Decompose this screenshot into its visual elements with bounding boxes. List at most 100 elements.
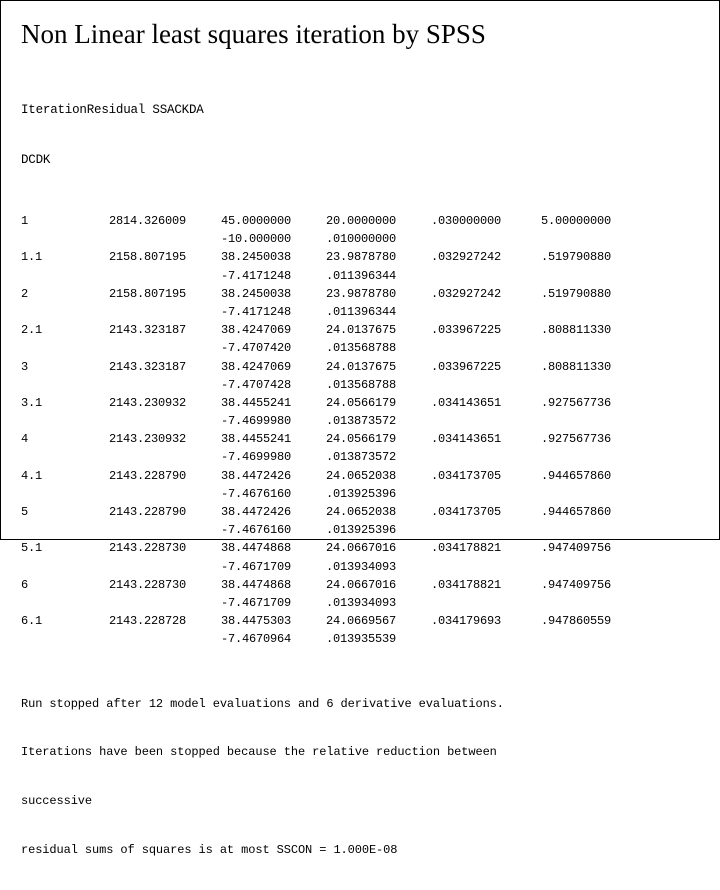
cell-rss: 2143.228730 [76,540,186,556]
hdr-iter: Iteration [21,103,87,117]
cell-iter: 1 [21,213,76,229]
cell-c: 24.0669567 [291,613,396,629]
cell-rss: 2158.807195 [76,249,186,265]
cell-k: .034173705 [396,504,501,520]
cell-dc: -7.4671709 [186,559,291,575]
cell-da: .927567736 [501,431,611,447]
cell-da: .519790880 [501,249,611,265]
table-row-sub: -7.4671709.013934093 [21,559,699,575]
cell-k: .034179693 [396,613,501,629]
cell-rss: 2143.228790 [76,504,186,520]
cell-dk: .011396344 [291,304,396,320]
cell-c: 20.0000000 [291,213,396,229]
cell-k: .032927242 [396,249,501,265]
table-row: 42143.23093238.445524124.0566179.0341436… [21,431,699,447]
table-row-sub: -7.4171248.011396344 [21,304,699,320]
table-row-sub: -7.4670964.013935539 [21,631,699,647]
cell-rss: 2143.228730 [76,577,186,593]
cell-rss: 2143.323187 [76,322,186,338]
footer-line: Iterations have been stopped because the… [21,744,699,760]
cell-a: 38.4474868 [186,540,291,556]
cell-a: 45.0000000 [186,213,291,229]
hdr-c: C [174,103,181,117]
cell-dk: .013873572 [291,413,396,429]
cell-iter: 5.1 [21,540,76,556]
cell-k: .034178821 [396,577,501,593]
cell-da: 5.00000000 [501,213,611,229]
cell-dc: -10.000000 [186,231,291,247]
cell-da: .927567736 [501,395,611,411]
cell-iter: 2.1 [21,322,76,338]
header-row-2: DCDK [21,152,699,169]
slide-container: Non Linear least squares iteration by SP… [0,0,720,540]
cell-a: 38.4474868 [186,577,291,593]
table-row: 4.12143.22879038.447242624.0652038.03417… [21,468,699,484]
table-row: 62143.22873038.447486824.0667016.0341788… [21,577,699,593]
cell-da: .808811330 [501,322,611,338]
table-row: 1.12158.80719538.245003823.9878780.03292… [21,249,699,265]
hdr-dk: DK [36,153,51,167]
cell-dk: .013925396 [291,522,396,538]
cell-iter: 2 [21,286,76,302]
cell-dk: .013934093 [291,559,396,575]
table-row: 32143.32318738.424706924.0137675.0339672… [21,359,699,375]
cell-c: 24.0667016 [291,540,396,556]
page-title: Non Linear least squares iteration by SP… [21,19,699,50]
cell-da: .947860559 [501,613,611,629]
cell-dc: -7.4707420 [186,340,291,356]
cell-rss: 2143.230932 [76,395,186,411]
cell-dc: -7.4676160 [186,522,291,538]
table-row-sub: -10.000000.010000000 [21,231,699,247]
cell-dk: .013934093 [291,595,396,611]
cell-c: 24.0652038 [291,468,396,484]
table-row-sub: -7.4699980.013873572 [21,413,699,429]
cell-dk: .011396344 [291,268,396,284]
table-row-sub: -7.4171248.011396344 [21,268,699,284]
table-row-sub: -7.4676160.013925396 [21,522,699,538]
table-row-sub: -7.4676160.013925396 [21,486,699,502]
footer-line: residual sums of squares is at most SSCO… [21,842,699,858]
table-rows: 12814.32600945.000000020.0000000.0300000… [21,213,699,648]
cell-rss: 2143.323187 [76,359,186,375]
cell-da: .808811330 [501,359,611,375]
cell-da: .519790880 [501,286,611,302]
footer-line: successive [21,793,699,809]
hdr-da: DA [189,103,204,117]
cell-dk: .013935539 [291,631,396,647]
cell-c: 23.9878780 [291,249,396,265]
cell-k: .034143651 [396,395,501,411]
cell-c: 24.0652038 [291,504,396,520]
cell-k: .034178821 [396,540,501,556]
cell-rss: 2814.326009 [76,213,186,229]
cell-dc: -7.4676160 [186,486,291,502]
table-row: 12814.32600945.000000020.0000000.0300000… [21,213,699,229]
cell-a: 38.4455241 [186,395,291,411]
cell-iter: 5 [21,504,76,520]
run-footer: Run stopped after 12 model evaluations a… [21,664,699,890]
cell-c: 23.9878780 [291,286,396,302]
cell-dk: .010000000 [291,231,396,247]
cell-dc: -7.4699980 [186,413,291,429]
table-row-sub: -7.4707420.013568788 [21,340,699,356]
cell-iter: 4.1 [21,468,76,484]
hdr-dc: DC [21,153,36,167]
table-row: 6.12143.22872838.447530324.0669567.03417… [21,613,699,629]
cell-rss: 2158.807195 [76,286,186,302]
table-row-sub: -7.4671709.013934093 [21,595,699,611]
table-row: 22158.80719538.245003823.9878780.0329272… [21,286,699,302]
table-row-sub: -7.4707428.013568788 [21,377,699,393]
cell-a: 38.4475303 [186,613,291,629]
cell-iter: 4 [21,431,76,447]
cell-rss: 2143.230932 [76,431,186,447]
cell-k: .033967225 [396,359,501,375]
table-row-sub: -7.4699980.013873572 [21,449,699,465]
cell-dc: -7.4171248 [186,268,291,284]
cell-iter: 6 [21,577,76,593]
cell-dc: -7.4699980 [186,449,291,465]
cell-dc: -7.4670964 [186,631,291,647]
cell-rss: 2143.228790 [76,468,186,484]
cell-c: 24.0137675 [291,359,396,375]
cell-k: .033967225 [396,322,501,338]
cell-da: .944657860 [501,504,611,520]
table-row: 5.12143.22873038.447486824.0667016.03417… [21,540,699,556]
